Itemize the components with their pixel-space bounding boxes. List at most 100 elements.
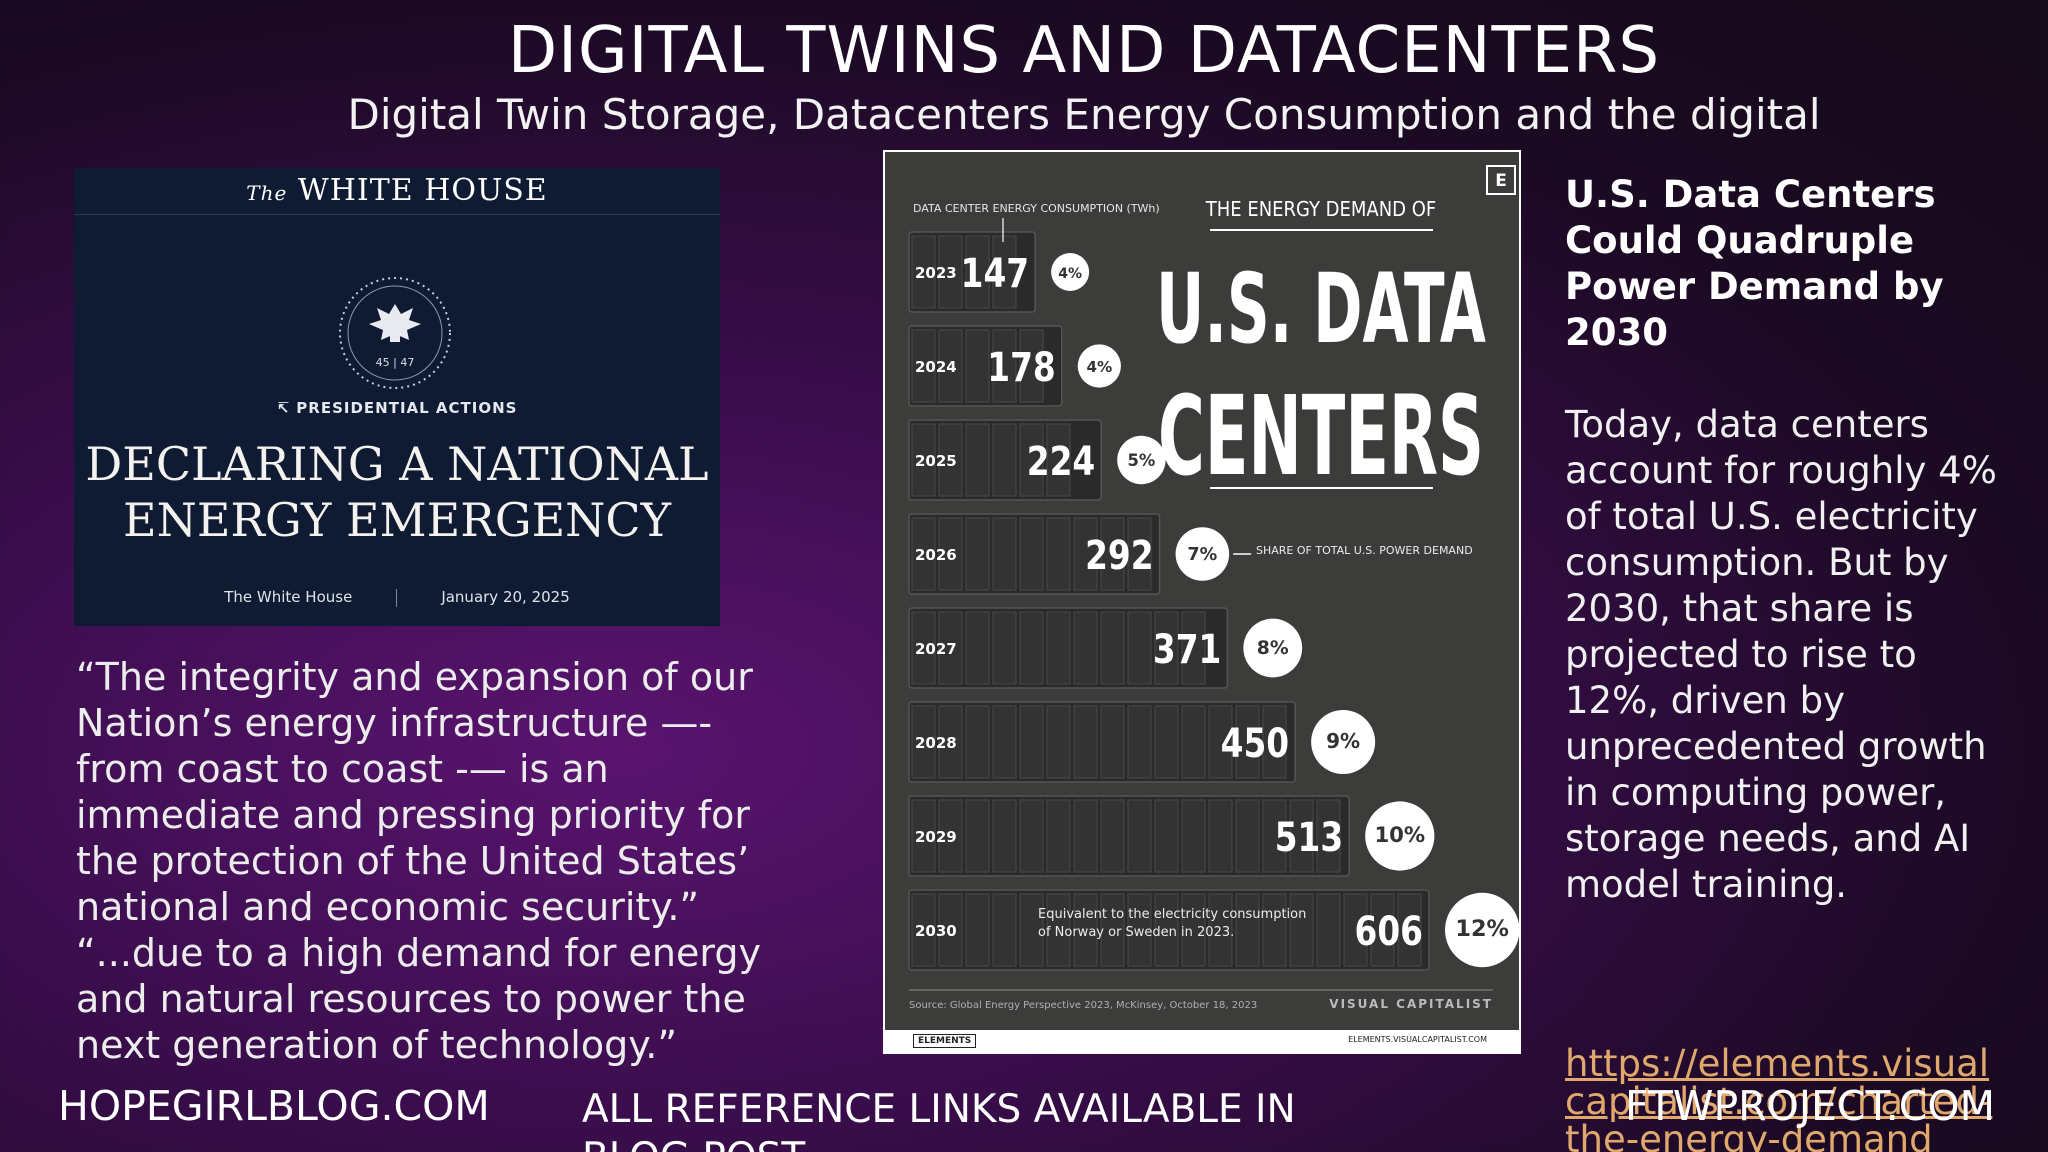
- white-house-headline: DECLARING A NATIONAL ENERGY EMERGENCY: [74, 436, 720, 548]
- byline-date: January 20, 2025: [441, 588, 570, 606]
- rack-2029-12: [1235, 799, 1260, 873]
- title-small: THE ENERGY DEMAND OF: [1205, 197, 1437, 221]
- share-circle-2026: [1175, 527, 1230, 581]
- share-circle-2027: [1243, 618, 1303, 678]
- rack-2028-4: [1019, 705, 1044, 779]
- rack-2026-6: [1073, 517, 1098, 591]
- rack-2029-7: [1100, 799, 1125, 873]
- slide-title: DIGITAL TWINS AND DATACENTERS: [507, 14, 1661, 88]
- rack-2030-1: [938, 893, 963, 967]
- rack-2030-11: [1208, 893, 1233, 967]
- rack-2025-2: [965, 423, 990, 497]
- share-label-2030: 12%: [1455, 916, 1509, 942]
- share-label: SHARE OF TOTAL U.S. POWER DEMAND: [1256, 544, 1473, 557]
- headline-line-2: ENERGY EMERGENCY: [122, 493, 671, 547]
- rack-2025-1: [938, 423, 963, 497]
- rack-2023-3: [992, 235, 1017, 309]
- rack-2023-0: [911, 235, 936, 309]
- rack-2030-12: [1235, 893, 1260, 967]
- rack-2030-13: [1262, 893, 1287, 967]
- white-house-card: The WHITE HOUSE 45 | 47 ↸ PRESIDENTIAL A…: [74, 168, 720, 626]
- rack-2027-10: [1181, 611, 1206, 685]
- footer-left-site[interactable]: HOPEGIRLBLOG.COM: [58, 1082, 490, 1130]
- badge-box: [1486, 165, 1516, 195]
- title-big-line-2: CENTERS: [1158, 374, 1484, 501]
- value-label-2030: 606: [1355, 908, 1423, 955]
- year-label-2023: 2023: [915, 264, 957, 282]
- year-label-2025: 2025: [915, 452, 957, 470]
- presidential-seal-icon: [339, 277, 451, 389]
- share-label-2027: 8%: [1257, 638, 1289, 659]
- rack-2026-4: [1019, 517, 1044, 591]
- rack-2029-11: [1208, 799, 1233, 873]
- rack-2028-3: [992, 705, 1017, 779]
- rack-2027-7: [1100, 611, 1125, 685]
- share-circle-2024: [1077, 344, 1121, 388]
- rack-2027-0: [911, 611, 936, 685]
- value-label-2023: 147: [961, 250, 1029, 297]
- rack-2028-5: [1046, 705, 1071, 779]
- rack-2024-2: [965, 329, 990, 403]
- rack-2030-16: [1343, 893, 1368, 967]
- share-label-2029: 10%: [1374, 822, 1425, 847]
- note-line-2: of Norway or Sweden in 2023.: [1038, 925, 1234, 940]
- rack-2028-8: [1127, 705, 1152, 779]
- rack-2025-3: [992, 423, 1017, 497]
- rack-2030-9: [1154, 893, 1179, 967]
- rack-2030-8: [1127, 893, 1152, 967]
- year-label-2027: 2027: [915, 640, 957, 658]
- note-line-1: Equivalent to the electricity consumptio…: [1038, 907, 1306, 922]
- rack-2027-6: [1073, 611, 1098, 685]
- axis-label: DATA CENTER ENERGY CONSUMPTION (TWh): [913, 202, 1160, 215]
- rack-2029-10: [1181, 799, 1206, 873]
- rack-2029-0: [911, 799, 936, 873]
- source-text: Source: Global Energy Perspective 2023, …: [909, 1000, 1257, 1011]
- title-big-line-1: U.S. DATA: [1156, 253, 1486, 365]
- rack-2030-5: [1046, 893, 1071, 967]
- presidential-actions-label: ↸ PRESIDENTIAL ACTIONS: [276, 399, 518, 417]
- rack-2030-14: [1289, 893, 1314, 967]
- rack-2030-7: [1100, 893, 1125, 967]
- rack-2027-1: [938, 611, 963, 685]
- rack-2025-0: [911, 423, 936, 497]
- rack-2025-4: [1019, 423, 1044, 497]
- rack-2027-5: [1046, 611, 1071, 685]
- rack-2028-0: [911, 705, 936, 779]
- rack-2024-1: [938, 329, 963, 403]
- rack-2026-0: [911, 517, 936, 591]
- white-house-name: WHITE HOUSE: [297, 173, 548, 208]
- share-label-2025: 5%: [1127, 451, 1155, 470]
- rack-2029-6: [1073, 799, 1098, 873]
- share-circle-2028: [1311, 710, 1376, 774]
- value-label-2025: 224: [1027, 438, 1095, 485]
- rack-2026-5: [1046, 517, 1071, 591]
- brand-text: VISUAL CAPITALIST: [1329, 997, 1493, 1011]
- share-circle-2029: [1365, 801, 1435, 871]
- share-label-2024: 4%: [1086, 358, 1112, 376]
- value-label-2027: 371: [1153, 626, 1221, 673]
- share-circle-2030: [1445, 892, 1519, 968]
- rack-2029-4: [1019, 799, 1044, 873]
- white-house-byline: The White House January 20, 2025: [74, 588, 720, 607]
- rack-2029-9: [1154, 799, 1179, 873]
- rack-2028-12: [1235, 705, 1260, 779]
- year-label-2024: 2024: [915, 358, 957, 376]
- footer-elements-logo: ELEMENTS: [913, 1034, 977, 1048]
- rack-2029-5: [1046, 799, 1071, 873]
- badge-letter: E: [1495, 171, 1507, 191]
- rack-2028-13: [1262, 705, 1287, 779]
- chart-layer: 2023 147 4% 2024 178 4% 2025 224 5% 2026 292 7% 2027…: [908, 218, 1519, 971]
- year-label-2030: 2030: [915, 922, 957, 940]
- rack-2028-10: [1181, 705, 1206, 779]
- right-body: Today, data centers account for roughly …: [1565, 403, 1997, 906]
- footer-right-site[interactable]: FTWPROJECT.COM: [1625, 1082, 1996, 1130]
- rack-2027-4: [1019, 611, 1044, 685]
- rack-2030-0: [911, 893, 936, 967]
- rack-2028-6: [1073, 705, 1098, 779]
- rack-2026-1: [938, 517, 963, 591]
- white-house-the: The: [246, 181, 288, 205]
- reference-link[interactable]: https://elements.visualcapitalist.com/ch…: [1565, 1045, 1993, 1152]
- rack-2030-3: [992, 893, 1017, 967]
- footer-site: ELEMENTS.VISUALCAPITALIST.COM: [1348, 1035, 1487, 1044]
- rack-2029-8: [1127, 799, 1152, 873]
